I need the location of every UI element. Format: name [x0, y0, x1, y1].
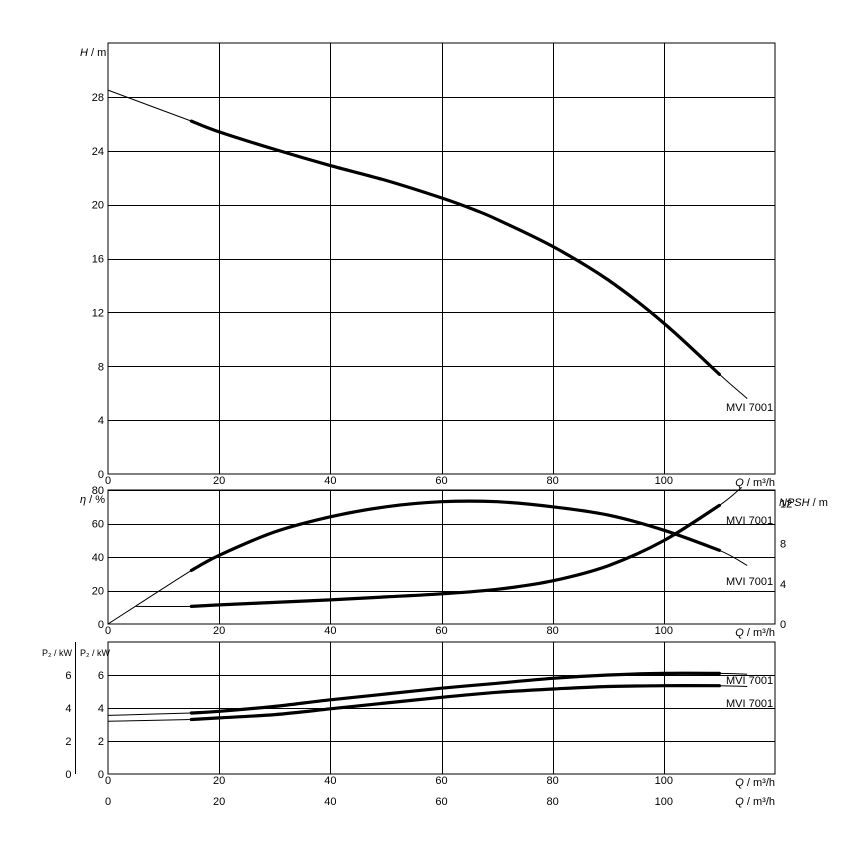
series-curve-line — [189, 671, 721, 715]
series-curve-line — [189, 119, 721, 376]
outer-y-tick-label: 6 — [65, 670, 71, 682]
bottom-x-tick-label: 100 — [655, 796, 673, 808]
x-tick-label: 20 — [213, 475, 225, 487]
x-tick-label: 20 — [213, 775, 225, 787]
bottom-x-tick-label: 40 — [324, 796, 336, 808]
y-tick-label: 0 — [98, 619, 104, 631]
y-tick-label: 20 — [92, 586, 104, 598]
y-right-tick-label: 12 — [780, 498, 792, 510]
outer-y-tick-label: 2 — [65, 736, 71, 748]
bottom-x-tick-label: 20 — [213, 796, 225, 808]
y-tick-label: 12 — [92, 307, 104, 319]
x-tick-label: 20 — [213, 625, 225, 637]
x-tick-label: 100 — [655, 625, 673, 637]
y-tick-label: 4 — [98, 415, 104, 427]
bottom-x-tick-label: 0 — [105, 796, 111, 808]
x-tick-label: 60 — [435, 625, 447, 637]
y-tick-label: 24 — [92, 146, 104, 158]
y-tick-label: 80 — [92, 485, 104, 497]
series-label: MVI 7001 — [726, 675, 773, 687]
outer-y-tick-label: 0 — [65, 769, 71, 781]
bottom-x-axis-label: Q / m³/h — [735, 796, 775, 808]
panel-head — [107, 42, 776, 475]
x-tick-label: 80 — [547, 475, 559, 487]
series-label: MVI 7001 — [726, 698, 773, 710]
x-axis-label: Q / m³/h — [735, 777, 775, 789]
x-tick-label: 40 — [324, 775, 336, 787]
x-tick-label: 100 — [655, 475, 673, 487]
x-tick-label: 0 — [105, 775, 111, 787]
y-tick-label: 60 — [92, 519, 104, 531]
x-tick-label: 80 — [547, 625, 559, 637]
series-curve-thin — [107, 672, 748, 716]
y-right-tick-label: 0 — [780, 619, 786, 631]
y-tick-label: 6 — [98, 670, 104, 682]
series-label: MVI 7001 — [726, 402, 773, 414]
y-right-axis-label: NPSH / m — [779, 497, 828, 509]
x-tick-label: 40 — [324, 625, 336, 637]
y-tick-label: 4 — [98, 703, 104, 715]
y-tick-label: 28 — [92, 92, 104, 104]
series-curve-line — [189, 503, 721, 608]
x-tick-label: 0 — [105, 625, 111, 637]
y-right-tick-label: 8 — [780, 539, 786, 551]
outer-y-axis-label: P₂ / kW — [42, 648, 72, 658]
panel-power — [75, 641, 776, 775]
x-tick-label: 60 — [435, 475, 447, 487]
x-tick-label: 40 — [324, 475, 336, 487]
x-axis-label: Q / m³/h — [735, 477, 775, 489]
panel-efficiency_npsh — [107, 486, 776, 625]
y-tick-label: 0 — [98, 769, 104, 781]
y-axis-label: η / % — [80, 494, 105, 506]
x-tick-label: 60 — [435, 775, 447, 787]
y-tick-label: 8 — [98, 361, 104, 373]
series-curve-thin — [107, 89, 748, 399]
x-tick-label: 80 — [547, 775, 559, 787]
x-axis-label: Q / m³/h — [735, 627, 775, 639]
y-tick-label: 0 — [98, 469, 104, 481]
y-axis-label: H / m — [80, 47, 106, 59]
y-tick-label: 16 — [92, 254, 104, 266]
series-curve-line — [189, 499, 721, 572]
x-tick-label: 100 — [655, 775, 673, 787]
bottom-x-tick-label: 60 — [435, 796, 447, 808]
y-tick-label: 20 — [92, 200, 104, 212]
series-label: MVI 7001 — [726, 576, 773, 588]
bottom-x-tick-label: 80 — [547, 796, 559, 808]
y-axis-label: P₂ / kW — [80, 648, 110, 658]
outer-y-tick-label: 4 — [65, 703, 71, 715]
y-tick-label: 2 — [98, 736, 104, 748]
series-label: MVI 7001 — [726, 515, 773, 527]
series-curve-line — [189, 684, 721, 722]
y-right-tick-label: 4 — [780, 579, 786, 591]
plot-frame — [107, 42, 776, 475]
x-tick-label: 0 — [105, 475, 111, 487]
y-tick-label: 40 — [92, 552, 104, 564]
